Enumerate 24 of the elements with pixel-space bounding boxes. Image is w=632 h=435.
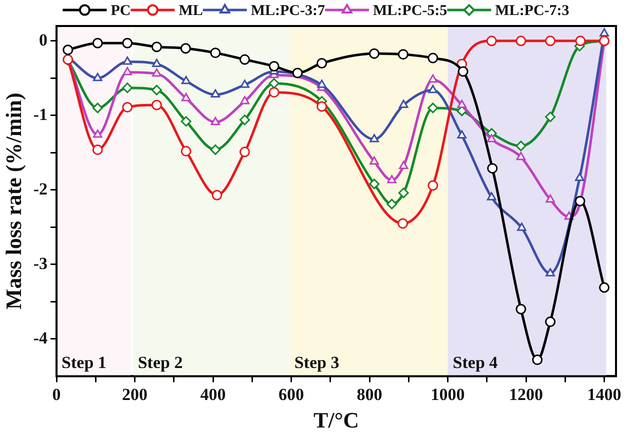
band-label: Step 1	[62, 353, 106, 372]
y-tick-label: -3	[33, 254, 48, 273]
y-tick-label: 0	[39, 30, 48, 50]
x-tick-label: 1200	[509, 384, 544, 404]
band-label: Step 2	[138, 353, 183, 372]
band-label: Step 3	[294, 353, 340, 372]
legend-label: ML:PC-5:5	[373, 2, 448, 19]
x-tick-label: 800	[356, 384, 382, 404]
y-axis-title: Mass loss rate (%/min)	[0, 92, 26, 310]
x-tick-label: 0	[52, 384, 61, 404]
x-tick-label: 200	[122, 384, 148, 404]
x-tick-label: 400	[200, 384, 226, 404]
band-label: Step 4	[452, 353, 498, 372]
legend-label: ML:PC-3:7	[250, 2, 326, 19]
legend-label: ML:PC-7:3	[495, 2, 570, 19]
legend-label: ML	[178, 2, 203, 19]
x-tick-label: 1000	[430, 384, 465, 404]
x-axis-title: T/°C	[314, 407, 360, 432]
y-tick-label: -4	[33, 328, 48, 348]
legend-label: PC	[110, 2, 131, 19]
y-tick-label: -2	[33, 179, 48, 198]
y-tick-label: -1	[33, 104, 48, 124]
x-tick-label: 600	[278, 384, 304, 404]
x-tick-label: 1400	[587, 384, 622, 404]
